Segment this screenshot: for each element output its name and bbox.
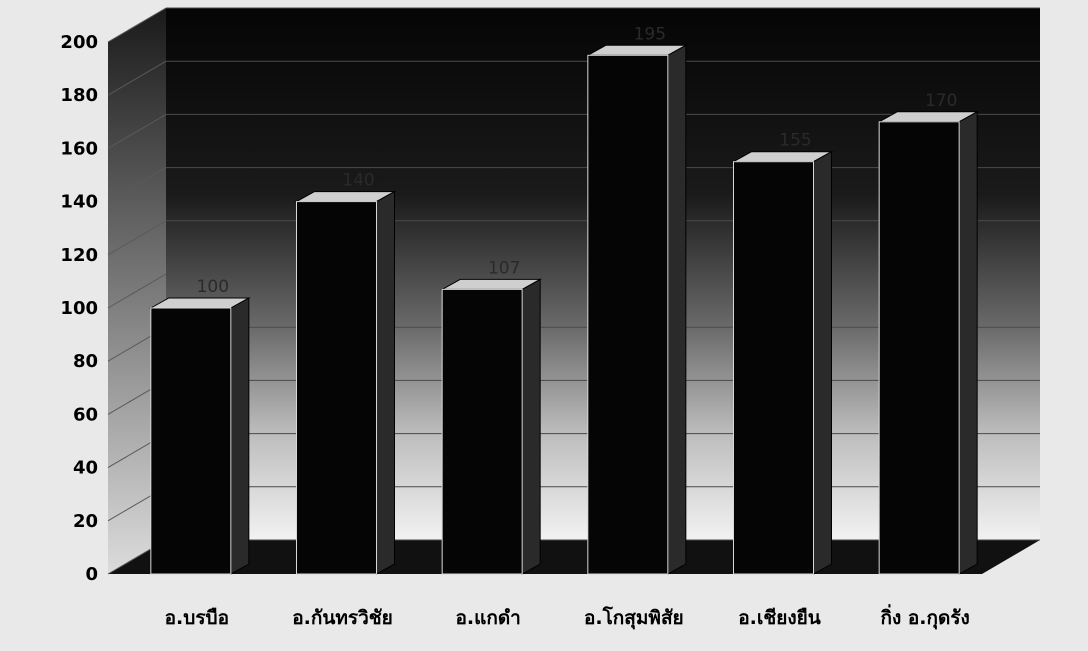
x-category-label: อ.บรบือ (165, 607, 229, 629)
gridline-diagonal (107, 60, 167, 96)
bar-2 (294, 190, 397, 575)
data-label: 195 (634, 24, 666, 44)
data-labels: 100 140 107 195 155 170 (197, 24, 958, 297)
bar-6 (877, 110, 980, 575)
data-label: 170 (925, 91, 957, 111)
bar-side (230, 297, 250, 575)
gridline-diagonal (107, 7, 167, 43)
y-tick-label: 180 (60, 85, 98, 106)
data-label: 107 (488, 258, 520, 278)
x-axis-category-labels: อ.บรบือ อ.กันทรวิชัย อ.แกดำ อ.โกสุมพิสัย อ.เ… (165, 604, 970, 630)
bar-3 (440, 278, 543, 575)
x-category-label: อ.กันทรวิชัย (292, 607, 393, 629)
bar-front (587, 54, 669, 575)
y-axis-tick-labels: 0 20 40 60 80 100 120 140 160 180 200 (60, 32, 98, 585)
y-tick-label: 80 (73, 351, 98, 372)
y-tick-label: 20 (73, 511, 98, 532)
y-tick-label: 120 (60, 245, 98, 266)
bar-side (813, 150, 832, 575)
gridline-diagonal (107, 167, 167, 203)
x-category-label: กิ่ง อ.กุดรัง (880, 604, 969, 630)
data-label: 140 (342, 171, 374, 191)
y-tick-label: 40 (73, 458, 98, 479)
gridline-diagonal (107, 220, 167, 256)
data-label: 155 (779, 131, 811, 151)
x-category-label: อ.เชียงยืน (738, 607, 821, 629)
bar-side (667, 44, 687, 575)
bar-side (958, 110, 978, 575)
gridline-diagonal (107, 113, 167, 149)
bar-front (733, 161, 814, 575)
bar-side (521, 278, 541, 575)
bar-front (441, 288, 523, 575)
bar-5 (731, 150, 834, 575)
bar-front (150, 307, 232, 575)
bar-side (376, 190, 395, 575)
x-category-label: อ.แกดำ (455, 607, 520, 629)
bar-4 (585, 44, 688, 575)
y-tick-label: 160 (60, 138, 98, 159)
y-tick-label: 100 (60, 298, 98, 319)
y-tick-label: 60 (73, 404, 98, 425)
bar-front (878, 121, 960, 575)
gridline-diagonal (107, 273, 167, 309)
data-label: 100 (197, 277, 229, 297)
bar-1 (148, 297, 251, 575)
y-tick-label: 200 (60, 32, 98, 53)
bars (148, 44, 980, 575)
x-category-label: อ.โกสุมพิสัย (584, 606, 684, 630)
y-tick-label: 140 (60, 192, 98, 213)
y-tick-label: 0 (85, 564, 98, 585)
bar-front (296, 201, 377, 575)
